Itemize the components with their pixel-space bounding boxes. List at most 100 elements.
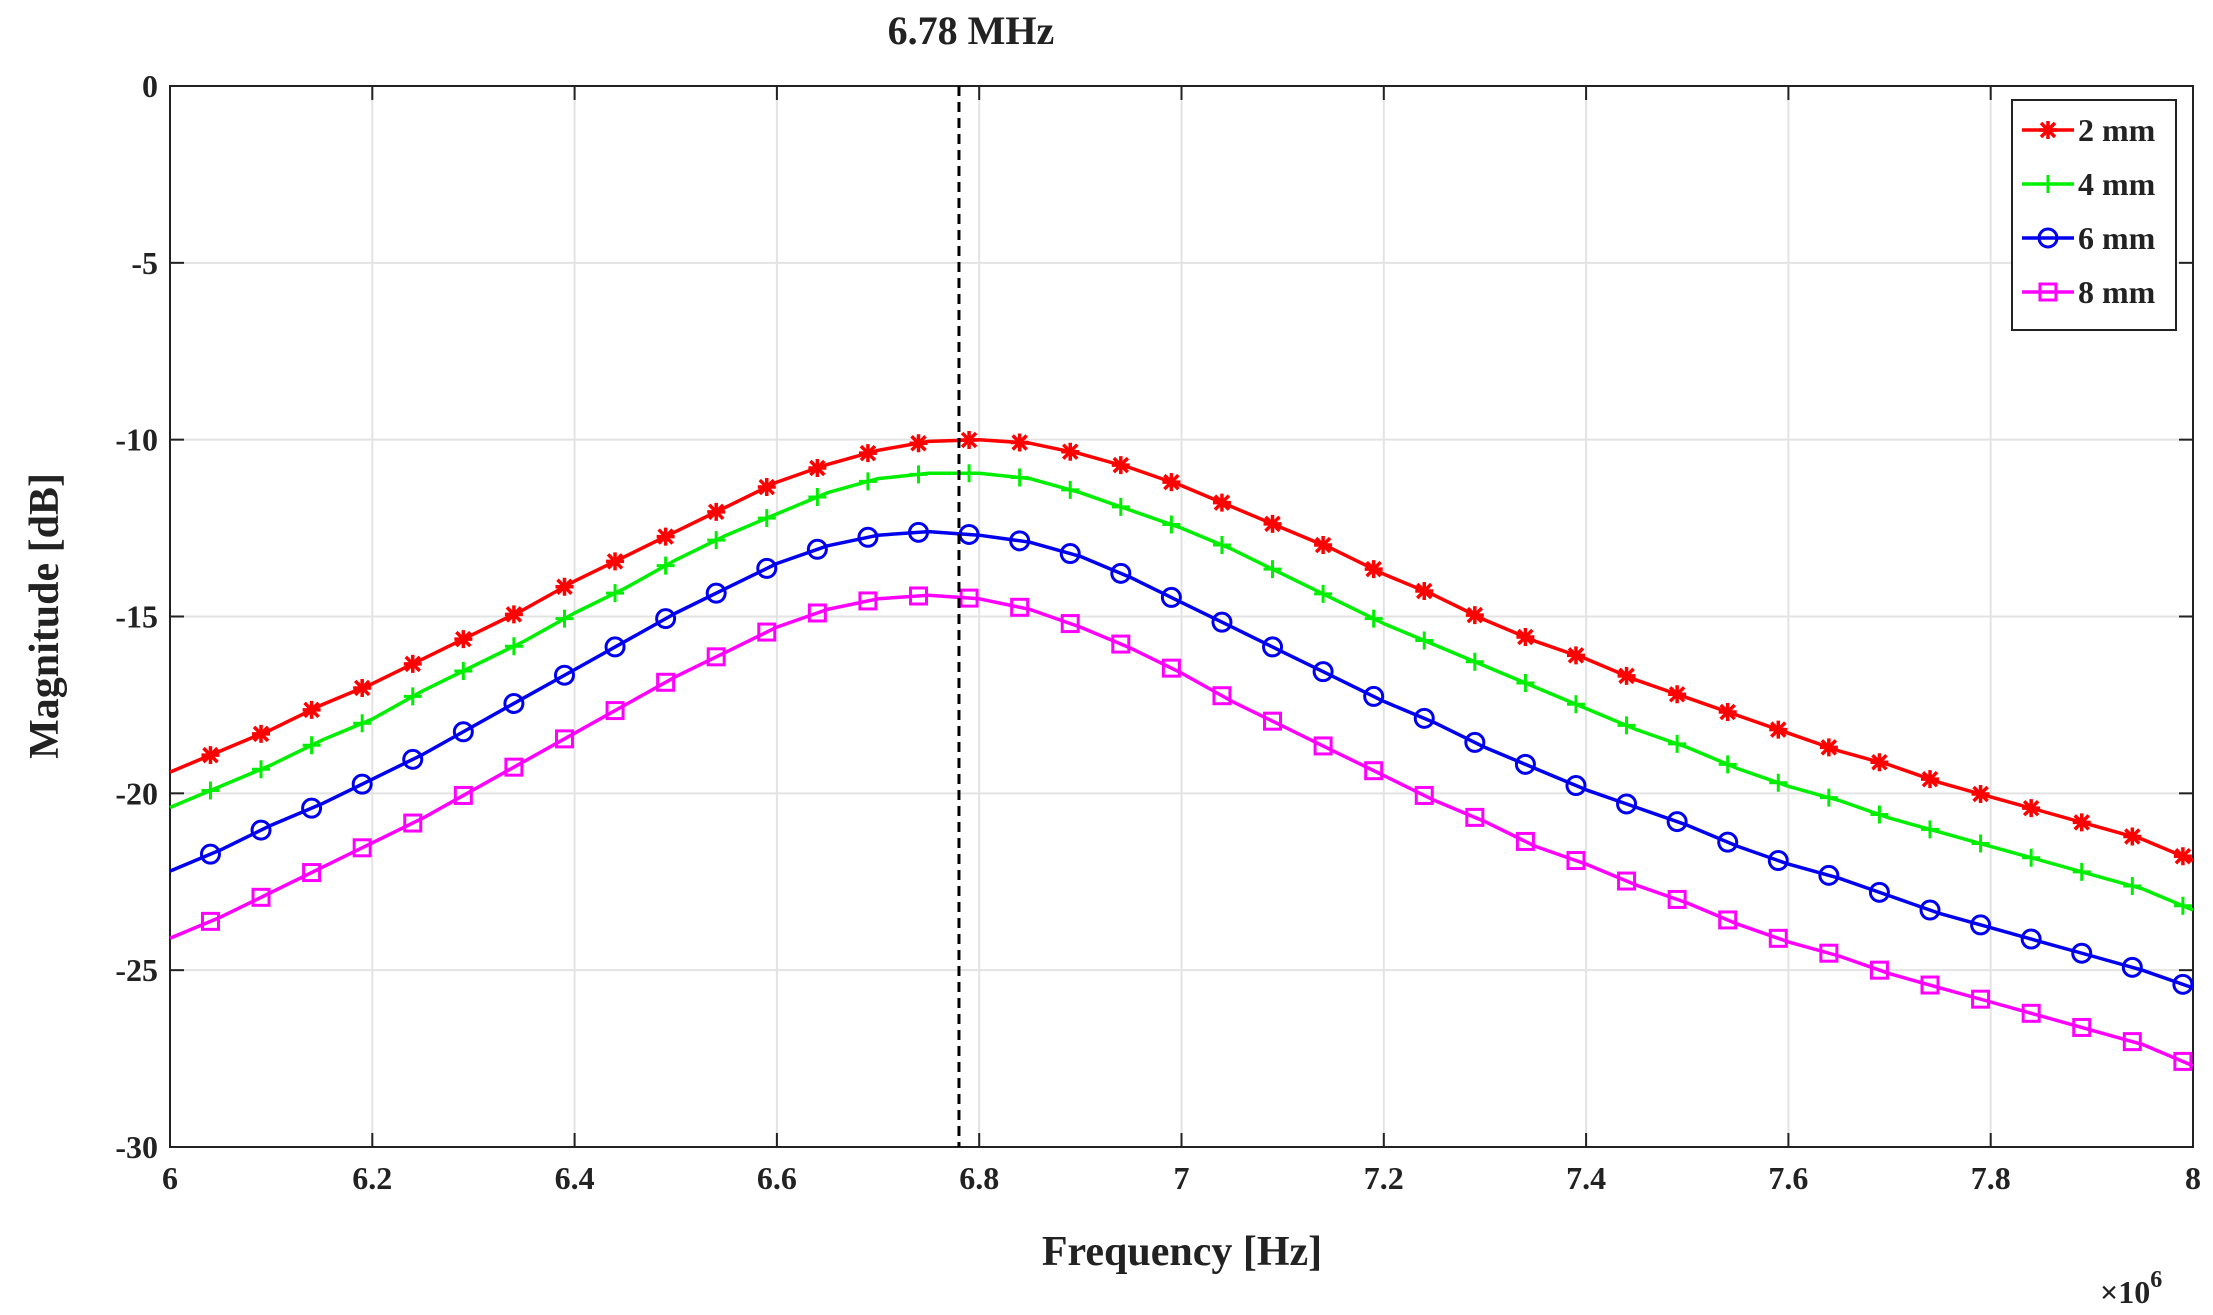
data-point-8-mm [1212, 686, 1232, 706]
x-axis-label: Frequency [Hz] [1042, 1229, 1322, 1275]
data-point-4-mm [1314, 584, 1333, 603]
series-line-2-mm [169, 437, 2194, 863]
data-point-6-mm [1363, 685, 1385, 707]
data-point-8-mm [1617, 871, 1637, 891]
data-point-2-mm [1769, 720, 1788, 739]
data-point-6-mm [1059, 543, 1081, 565]
data-point-6-mm [301, 797, 323, 819]
data-point-6-mm [1262, 636, 1284, 658]
data-point-2-mm [302, 700, 321, 719]
data-point-8-mm [1920, 975, 1940, 995]
data-point-2-mm [353, 678, 372, 697]
x-scale-exponent: 6 [2150, 1267, 2162, 1293]
data-point-6-mm [705, 582, 727, 604]
data-point-2-mm [960, 431, 979, 450]
data-point-2-mm [1921, 770, 1940, 789]
data-point-6-mm [1211, 611, 1233, 633]
y-axis-label: Magnitude [dB] [22, 473, 68, 759]
legend-item-8-mm: 8 mm [2022, 274, 2156, 310]
y-tick-label: -10 [115, 422, 158, 458]
series-4-mm [169, 464, 2194, 915]
x-tick-label: 6.4 [555, 1160, 595, 1196]
data-point-8-mm [2173, 1051, 2193, 1071]
x-tick-label: 6.8 [959, 1160, 999, 1196]
data-point-2-mm [808, 458, 827, 477]
data-point-6-mm [2121, 956, 2143, 978]
legend-marker [2038, 282, 2058, 302]
data-point-4-mm [1971, 834, 1990, 853]
data-point-8-mm [1566, 851, 1586, 871]
x-axis-scale-factor: ×106 [2100, 1267, 2162, 1310]
data-point-4-mm [1111, 497, 1130, 516]
data-point-4-mm [1415, 631, 1434, 650]
data-point-2-mm [1061, 442, 1080, 461]
data-point-8-mm [1667, 889, 1687, 909]
data-point-8-mm [200, 911, 220, 931]
data-point-2-mm [858, 444, 877, 463]
data-point-2-mm [2123, 827, 2142, 846]
data-point-2-mm [1870, 753, 1889, 772]
data-point-6-mm [402, 748, 424, 770]
data-point-6-mm [1312, 661, 1334, 683]
series-8-mm [169, 586, 2194, 1071]
data-point-6-mm [1464, 731, 1486, 753]
data-point-6-mm [1565, 775, 1587, 797]
data-point-8-mm [504, 757, 524, 777]
data-point-4-mm [1668, 734, 1687, 753]
data-point-8-mm [959, 588, 979, 608]
data-point-2-mm [757, 478, 776, 497]
data-point-6-mm [1717, 831, 1739, 853]
data-point-2-mm [909, 434, 928, 453]
data-point-4-mm [1364, 609, 1383, 628]
data-point-8-mm [858, 591, 878, 611]
data-point-8-mm [807, 603, 827, 623]
data-point-2-mm [1364, 560, 1383, 579]
data-point-6-mm [806, 538, 828, 560]
data-point-2-mm [2072, 813, 2091, 832]
data-point-4-mm [1921, 820, 1940, 839]
data-point-8-mm [605, 701, 625, 721]
data-point-4-mm [1212, 536, 1231, 555]
data-point-8-mm [1161, 658, 1181, 678]
data-point-2-mm [454, 630, 473, 649]
data-point-8-mm [352, 838, 372, 858]
x-tick-label: 7.4 [1566, 1160, 1606, 1196]
data-point-6-mm [908, 521, 930, 543]
x-tick-label: 7.6 [1768, 1160, 1808, 1196]
y-tick-label: 0 [142, 68, 158, 104]
data-point-8-mm [757, 622, 777, 642]
data-point-2-mm [201, 746, 220, 765]
data-point-2-mm [1465, 606, 1484, 625]
data-point-6-mm [1970, 914, 1992, 936]
data-point-2-mm [2022, 799, 2041, 818]
legend-marker [2037, 227, 2059, 249]
data-point-2-mm [1415, 582, 1434, 601]
data-point-6-mm [604, 636, 626, 658]
data-point-8-mm [1718, 910, 1738, 930]
series-layer [169, 431, 2194, 1071]
x-scale-base: ×10 [2100, 1274, 2150, 1310]
data-point-8-mm [1869, 960, 1889, 980]
data-point-6-mm [553, 664, 575, 686]
y-tick-label: -5 [131, 245, 158, 281]
data-point-4-mm [909, 465, 928, 484]
series-6-mm [169, 521, 2194, 995]
data-point-6-mm [2020, 928, 2042, 950]
data-point-2-mm [1111, 456, 1130, 475]
data-point-8-mm [1111, 634, 1131, 654]
data-point-4-mm [302, 736, 321, 755]
data-point-2-mm [1162, 473, 1181, 492]
data-point-4-mm [1566, 695, 1585, 714]
data-point-8-mm [251, 887, 271, 907]
y-tick-label: -15 [115, 599, 158, 635]
data-point-4-mm [2123, 876, 2142, 895]
data-point-8-mm [1414, 785, 1434, 805]
data-point-4-mm [1010, 468, 1029, 487]
data-point-2-mm [1971, 785, 1990, 804]
data-point-6-mm [1514, 753, 1536, 775]
data-point-8-mm [453, 785, 473, 805]
data-point-8-mm [1010, 597, 1030, 617]
data-point-4-mm [2173, 896, 2192, 915]
data-point-6-mm [452, 721, 474, 743]
